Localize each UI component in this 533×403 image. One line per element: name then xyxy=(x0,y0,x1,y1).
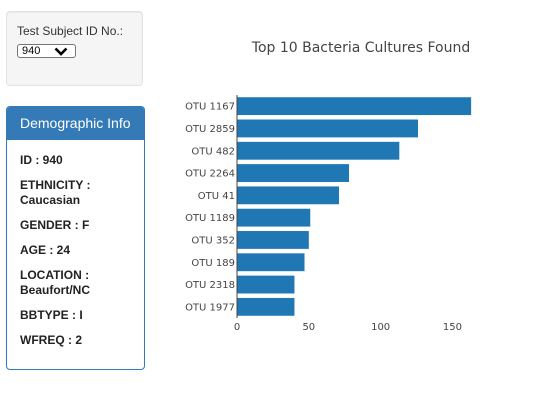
y-tick-label: OTU 189 xyxy=(191,258,235,269)
bar-otu-482[interactable] xyxy=(237,141,400,160)
demographic-wfreq: WFREQ : 2 xyxy=(20,333,82,347)
demographic-bbtype: BBTYPE : I xyxy=(20,308,83,322)
x-tick-label: 100 xyxy=(371,322,390,333)
y-tick-label: OTU 1167 xyxy=(185,102,235,113)
bar-otu-189[interactable] xyxy=(237,253,305,272)
subject-select-label: Test Subject ID No.: xyxy=(17,24,124,38)
y-tick-label: OTU 352 xyxy=(191,235,235,246)
chart-title: Top 10 Bacteria Cultures Found xyxy=(251,40,470,56)
y-tick-label: OTU 2859 xyxy=(185,124,235,135)
bar-otu-1977[interactable] xyxy=(237,297,295,316)
bars-group xyxy=(237,97,472,316)
bar-otu-2318[interactable] xyxy=(237,275,295,294)
y-tick-labels: OTU 1167 OTU 2859 OTU 482 OTU 2264 OTU 41 OTU… xyxy=(185,102,235,314)
demographic-id: ID : 940 xyxy=(20,153,63,167)
x-tick-label: 50 xyxy=(302,322,315,333)
subject-id-value: 940 xyxy=(22,45,41,57)
subject-id-select[interactable]: 940 xyxy=(17,44,76,58)
y-tick-label: OTU 2264 xyxy=(185,169,235,180)
bar-otu-1167[interactable] xyxy=(237,97,472,116)
bar-otu-2264[interactable] xyxy=(237,164,350,182)
bacteria-bar-chart: Top 10 Bacteria Cultures Found OTU 1167O… xyxy=(185,40,472,333)
bar-otu-1189[interactable] xyxy=(237,208,311,227)
bar-otu-2859[interactable] xyxy=(237,119,418,138)
y-tick-label: OTU 41 xyxy=(198,191,235,202)
demographic-info-heading: Demographic Info xyxy=(7,107,144,140)
y-tick-label: OTU 2318 xyxy=(185,280,235,291)
demographic-gender: GENDER : F xyxy=(20,218,90,232)
y-tick-label: OTU 1189 xyxy=(185,213,235,224)
demographic-info-panel: Demographic Info ID : 940 ETHNICITY : Ca… xyxy=(6,106,145,370)
demographic-age: AGE : 24 xyxy=(20,243,71,257)
bar-otu-352[interactable] xyxy=(237,231,309,249)
x-tick-labels: 0 50 100 150 xyxy=(234,322,462,333)
y-tick-label: OTU 482 xyxy=(191,146,235,157)
demographic-ethnicity: ETHNICITY : Caucasian xyxy=(20,178,91,207)
bar-otu-41[interactable] xyxy=(237,186,339,205)
chevron-down-icon xyxy=(54,47,68,56)
x-tick-label: 150 xyxy=(443,322,462,333)
demographic-location: LOCATION : Beaufort/NC xyxy=(20,268,91,297)
x-tick-label: 0 xyxy=(234,322,240,333)
y-tick-label: OTU 1977 xyxy=(185,302,235,313)
